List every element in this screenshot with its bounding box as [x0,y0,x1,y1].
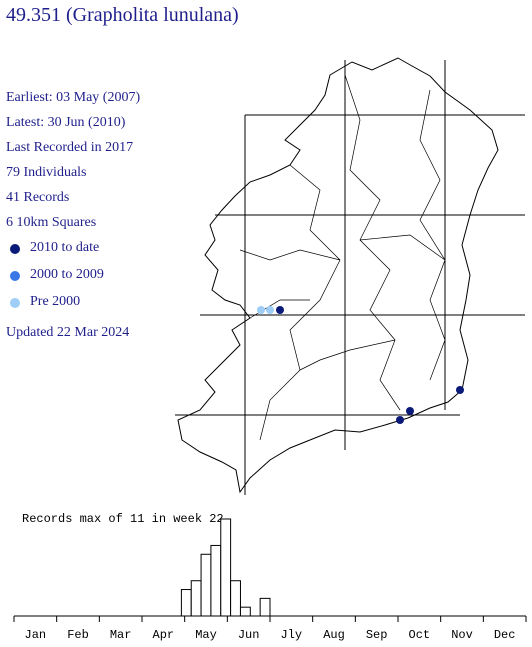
bar [259,597,271,617]
month-label: Feb [67,628,89,642]
legend-dot [10,244,20,254]
map [175,57,525,495]
record-dot [456,386,464,394]
month-label: Oct [409,628,431,642]
month-label: Sep [366,628,388,642]
bar [220,518,232,617]
month-label: Apr [153,628,175,642]
info-line: Earliest: 03 May (2007) [6,90,141,105]
grid-100km [175,60,525,495]
legend-dot [10,271,20,281]
page-title: 49.351 (Grapholita lunulana) [6,4,239,26]
legend-entry: 2010 to date [30,240,100,255]
month-label: Jun [238,628,260,642]
info-line: 41 Records [6,190,70,205]
month-label: Aug [323,628,345,642]
record-dot [396,416,404,424]
info-line: Latest: 30 Jun (2010) [6,115,126,130]
record-dot [257,306,265,314]
info-line: 79 Individuals [6,165,87,180]
coastline [177,57,499,494]
legend-entry: Pre 2000 [30,294,81,309]
month-label: May [195,628,217,642]
bar [200,553,212,617]
month-label: Mar [110,628,132,642]
month-label: Nov [451,628,473,642]
bar [180,589,192,617]
record-dot [276,306,284,314]
legend-dot [10,298,20,308]
county-borders [239,74,446,441]
updated-note: Updated 22 Mar 2024 [6,325,130,340]
bar [210,544,222,617]
month-label: Jan [25,628,47,642]
month-label: Dec [494,628,516,642]
bar [190,580,202,617]
info-line: 6 10km Squares [6,215,97,230]
month-label: Jly [281,628,303,642]
info-line: Last Recorded in 2017 [6,140,134,155]
chart-title: Records max of 11 in week 22 [22,512,224,526]
record-dot [406,407,414,415]
bar [230,580,241,617]
bar [239,606,251,617]
legend-entry: 2000 to 2009 [30,267,104,282]
record-dot [266,306,274,314]
